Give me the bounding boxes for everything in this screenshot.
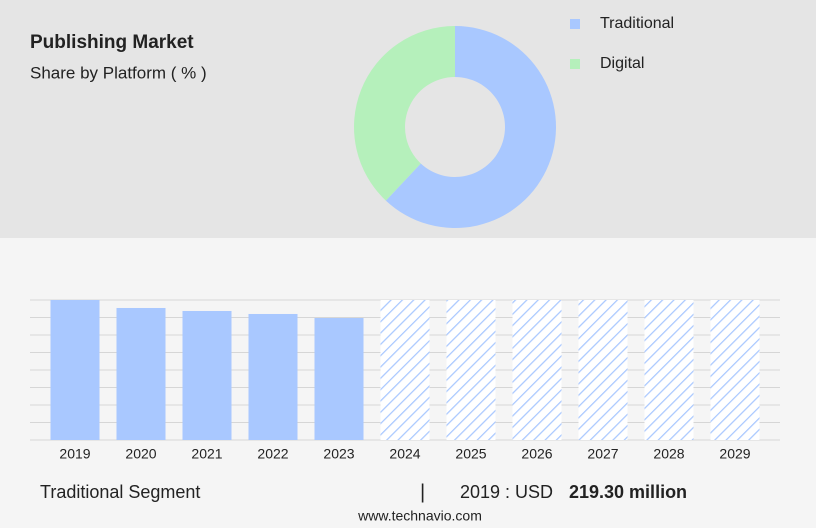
legend-label: Traditional [600, 15, 674, 32]
x-tick-label: 2027 [587, 446, 618, 462]
segment-label: Traditional Segment [40, 482, 200, 502]
legend-marker [570, 59, 580, 69]
year-label: 2019 : USD [460, 482, 553, 502]
bar-chart: 2019 2020 2021 2022 2023 2024 2025 2026 2027 2028… [30, 299, 780, 462]
bar [50, 300, 100, 440]
subtitle: Share by Platform ( % ) [30, 63, 207, 82]
x-tick-label: 2019 [59, 446, 90, 462]
bar [182, 310, 232, 440]
legend-label: Digital [600, 55, 644, 72]
x-tick-label: 2024 [389, 446, 420, 462]
donut-slice [385, 26, 557, 228]
value-label: 219.30 million [569, 482, 687, 502]
bar [314, 318, 364, 440]
x-tick-label: 2020 [125, 446, 156, 462]
x-tick-label: 2021 [191, 446, 222, 462]
bar [116, 307, 166, 440]
title: Publishing Market [30, 32, 194, 53]
forecast-bar [578, 300, 628, 440]
separator: | [420, 481, 425, 503]
donut-slice [354, 25, 455, 201]
x-tick-label: 2029 [719, 446, 750, 462]
forecast-bar [710, 300, 760, 440]
forecast-bar [644, 300, 694, 440]
forecast-bar [512, 300, 562, 440]
x-tick-label: 2022 [257, 446, 288, 462]
legend-marker [570, 19, 580, 29]
x-tick-label: 2028 [653, 446, 684, 462]
x-tick-label: 2023 [323, 446, 354, 462]
bar [248, 313, 298, 440]
legend: Traditional Digital [570, 15, 674, 72]
forecast-bar [446, 300, 496, 440]
forecast-bar [380, 300, 430, 440]
x-tick-label: 2026 [521, 446, 552, 462]
source: www.technavio.com [357, 508, 482, 524]
x-tick-label: 2025 [455, 446, 486, 462]
donut-chart [354, 25, 557, 228]
